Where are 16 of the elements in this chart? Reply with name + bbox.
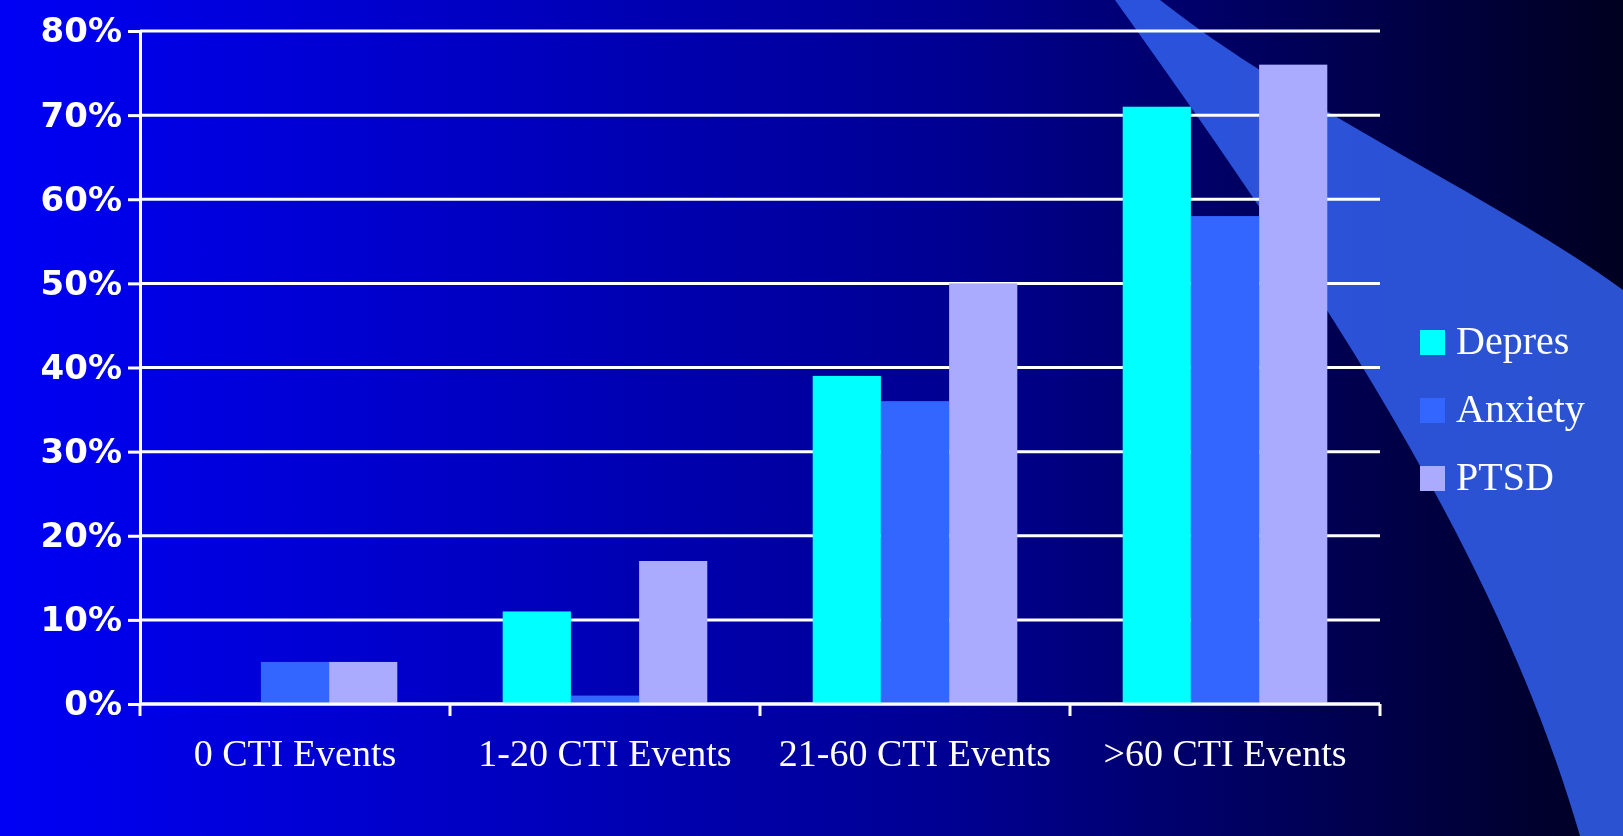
x-tick-label: 21-60 CTI Events: [778, 732, 1052, 774]
legend-label: PTSD: [1456, 454, 1554, 499]
y-tick-label: 40%: [40, 346, 122, 387]
y-tick-label: 50%: [40, 262, 122, 303]
x-tick-label: 0 CTI Events: [193, 732, 397, 774]
y-tick-label: 10%: [40, 599, 122, 640]
legend-label: Depres: [1456, 318, 1570, 363]
y-tick-label: 80%: [40, 10, 122, 51]
legend-label: Anxiety: [1456, 386, 1585, 431]
y-tick-label: 30%: [40, 431, 122, 472]
x-tick-label: >60 CTI Events: [1103, 732, 1347, 774]
y-tick-label: 70%: [40, 94, 122, 135]
y-tick-label: 20%: [40, 515, 122, 556]
x-tick-label: 1-20 CTI Events: [478, 732, 732, 774]
y-tick-label: 0%: [64, 683, 122, 724]
y-tick-label: 60%: [40, 178, 122, 219]
